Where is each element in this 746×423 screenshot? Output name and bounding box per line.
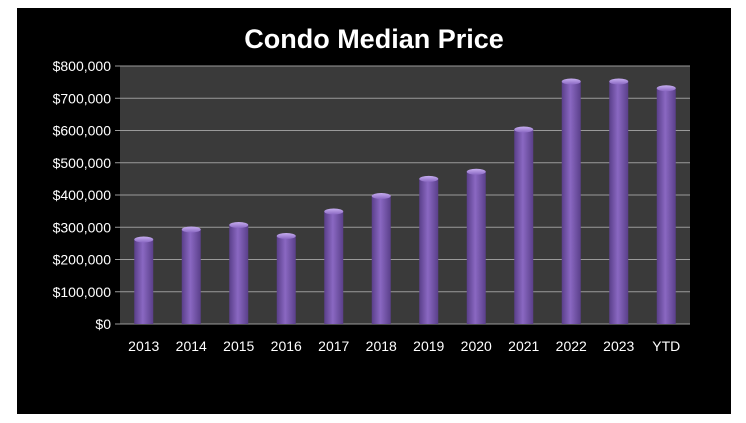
bar-cap — [609, 78, 629, 85]
bar-body — [419, 178, 439, 324]
bar — [371, 192, 391, 324]
bar-body — [561, 81, 581, 324]
bar — [276, 232, 296, 324]
x-tick-label: 2016 — [271, 338, 302, 354]
y-tick-label: $200,000 — [53, 252, 112, 268]
gridlines — [115, 65, 690, 325]
y-tick-label: $100,000 — [53, 284, 112, 300]
y-tick-label: $600,000 — [53, 123, 112, 139]
bar — [324, 208, 344, 324]
x-tick-label: 2017 — [318, 338, 349, 354]
x-tick-label: 2021 — [508, 338, 539, 354]
bar-body — [371, 195, 391, 324]
bar — [561, 78, 581, 324]
bar — [134, 236, 154, 324]
x-tick-label: 2022 — [556, 338, 587, 354]
y-tick-label: $400,000 — [53, 187, 112, 203]
bar — [419, 175, 439, 324]
y-tick-label: $0 — [95, 316, 111, 332]
bar-cap — [229, 221, 249, 228]
x-axis-tick-labels: 2013 2014 2015 2016 2017 2018 2019 2020 2021 2022… — [128, 338, 680, 354]
chart-container: Condo Median Price $0 $100,000 $200,000 $30… — [17, 8, 731, 414]
bar-body — [656, 88, 676, 324]
bar — [229, 221, 249, 324]
bar-cap — [276, 232, 296, 239]
bar-chart: $0 $100,000 $200,000 $300,000 $400,000 $500,0… — [53, 58, 690, 354]
x-tick-label: 2023 — [603, 338, 634, 354]
bar-body — [134, 239, 154, 324]
bar — [656, 85, 676, 324]
bar-body — [229, 224, 249, 324]
bar-body — [466, 171, 486, 324]
bar-cap — [181, 226, 201, 233]
bar-body — [609, 81, 629, 324]
x-tick-label: 2015 — [223, 338, 254, 354]
bar-cap — [656, 85, 676, 92]
y-tick-label: $700,000 — [53, 90, 112, 106]
bar — [466, 168, 486, 324]
bar-cap — [466, 168, 486, 175]
bar — [181, 226, 201, 324]
x-tick-label: 2013 — [128, 338, 159, 354]
bar — [609, 78, 629, 324]
bar-cap — [324, 208, 344, 215]
bar-body — [514, 129, 534, 324]
bar-cap — [371, 192, 391, 199]
x-tick-label: 2014 — [176, 338, 207, 354]
bar-body — [181, 229, 201, 324]
bar-body — [324, 211, 344, 324]
y-tick-label: $300,000 — [53, 219, 112, 235]
bar — [514, 126, 534, 324]
x-tick-label: YTD — [652, 338, 680, 354]
bar-cap — [561, 78, 581, 85]
x-tick-label: 2020 — [461, 338, 492, 354]
bar-cap — [419, 175, 439, 182]
chart-title: Condo Median Price — [244, 24, 504, 54]
y-tick-label: $500,000 — [53, 155, 112, 171]
y-axis-tick-labels: $0 $100,000 $200,000 $300,000 $400,000 $500,0… — [53, 58, 112, 332]
bars — [134, 78, 676, 324]
bar-cap — [134, 236, 154, 243]
y-tick-label: $800,000 — [53, 58, 112, 74]
x-tick-label: 2019 — [413, 338, 444, 354]
x-tick-label: 2018 — [366, 338, 397, 354]
bar-cap — [514, 126, 534, 133]
bar-body — [276, 235, 296, 324]
